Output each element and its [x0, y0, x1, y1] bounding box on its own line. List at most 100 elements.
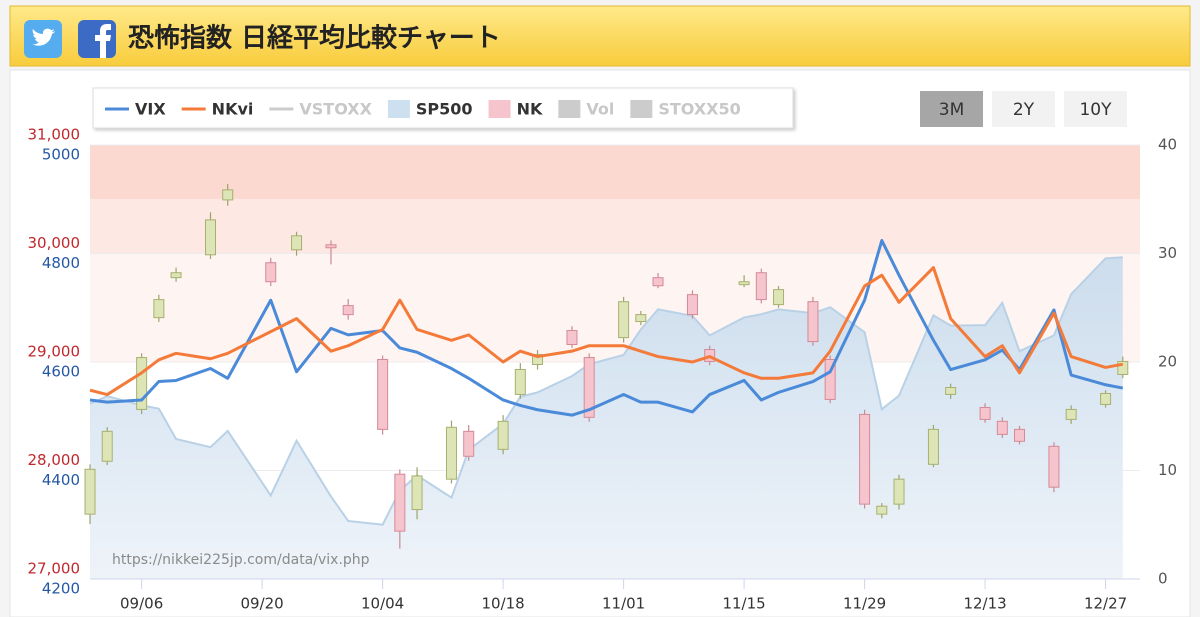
candle-body: [497, 420, 509, 450]
legend-item[interactable]: SP500: [387, 100, 473, 119]
x-tick-label: 10/18: [481, 595, 524, 613]
x-tick-label: 12/27: [1084, 595, 1127, 613]
candle-body: [979, 406, 991, 420]
candle: [859, 409, 871, 509]
candle: [445, 420, 457, 484]
legend-item[interactable]: VSTOXX: [269, 100, 373, 119]
candle-body: [824, 359, 836, 400]
plot-area: 0 10 20 30 40 27,000 28,000 29,000 30,000 31,000 4…: [28, 126, 1178, 613]
candle: [652, 273, 664, 289]
candle: [566, 326, 578, 348]
candle: [136, 353, 148, 415]
legend: VIX NKvi VSTOXX SP500 NK Vol STOXX50: [105, 100, 741, 119]
twitter-icon[interactable]: [24, 20, 62, 58]
candle-body: [291, 235, 303, 251]
plot-band: [90, 145, 1140, 200]
page-title: 恐怖指数 日経平均比較チャート: [128, 23, 501, 54]
candle-body: [1048, 445, 1060, 488]
candle: [463, 424, 475, 461]
candle: [1117, 356, 1129, 379]
candle: [497, 415, 509, 455]
y3-tick-label: 4600: [42, 363, 80, 381]
candle: [170, 267, 182, 282]
range-button-bg: [920, 91, 983, 127]
candle: [291, 231, 303, 256]
legend-symbol: [387, 100, 410, 118]
candle: [1100, 390, 1112, 408]
y-tick-label: 30,000: [28, 234, 81, 252]
x-tick-label: 09/20: [241, 595, 284, 613]
candle-body: [583, 357, 595, 418]
plot-band: [90, 199, 1140, 254]
candle: [394, 469, 406, 549]
candle-body: [738, 281, 750, 286]
y3-tick-label: 4200: [42, 580, 80, 598]
candle-body: [532, 354, 544, 365]
candle: [532, 350, 544, 370]
legend-item[interactable]: VIX: [105, 100, 166, 119]
candle-body: [618, 301, 630, 339]
legend-label: SP500: [416, 100, 473, 119]
candle-body: [377, 359, 389, 430]
candle: [738, 275, 750, 288]
candle-body: [514, 368, 526, 395]
candle: [1048, 442, 1060, 493]
candle-body: [445, 426, 457, 480]
legend-symbol: [630, 100, 653, 118]
y-tick-label: 27,000: [28, 560, 81, 578]
legend-box: [92, 87, 794, 129]
x-tick-label: 12/13: [963, 595, 1006, 613]
candle-body: [635, 314, 647, 323]
legend-label: NK: [517, 100, 543, 119]
candle: [876, 503, 888, 519]
candle-body: [222, 189, 234, 201]
range-button-label: 10Y: [1079, 100, 1112, 120]
range-button-label: 3M: [939, 100, 964, 120]
x-tick-label: 11/29: [843, 595, 886, 613]
candle: [222, 184, 234, 206]
y2-tick-label: 20: [1158, 353, 1177, 371]
candle-body: [1100, 392, 1112, 405]
y-tick-label: 28,000: [28, 451, 81, 469]
range-button-label: 2Y: [1013, 100, 1035, 120]
candle-body: [927, 428, 939, 465]
candle-body: [1014, 428, 1026, 442]
legend-item[interactable]: Vol: [558, 100, 614, 119]
candle-body: [204, 219, 216, 256]
range-button-bg: [992, 91, 1055, 127]
candle-body: [394, 473, 406, 532]
legend-item[interactable]: NKvi: [181, 100, 254, 119]
candle: [153, 294, 165, 322]
candle-body: [265, 262, 277, 283]
candle-body: [463, 430, 475, 457]
legend-symbol: [488, 100, 511, 118]
candle: [265, 257, 277, 287]
candle-body: [342, 305, 354, 316]
facebook-icon[interactable]: [78, 20, 116, 58]
x-tick-label: 09/06: [120, 595, 163, 613]
candle: [377, 355, 389, 435]
candle: [101, 427, 113, 466]
candle: [893, 474, 905, 510]
candle-body: [411, 475, 423, 511]
range-button[interactable]: 10Y: [1064, 91, 1127, 127]
candle-body: [755, 272, 767, 301]
candle-body: [101, 430, 113, 462]
candle-body: [876, 505, 888, 515]
legend-label: STOXX50: [658, 100, 740, 119]
range-button[interactable]: 2Y: [992, 91, 1055, 127]
candle: [979, 403, 991, 423]
candle: [618, 296, 630, 343]
candle-body: [652, 277, 664, 287]
candle-body: [136, 357, 148, 410]
candle-body: [84, 468, 96, 515]
y-tick-label: 31,000: [28, 126, 81, 144]
candle-body: [170, 272, 182, 279]
candle: [773, 286, 785, 308]
area-line: [89, 256, 1123, 526]
legend-item[interactable]: NK: [488, 100, 543, 119]
range-button[interactable]: 3M: [920, 91, 983, 127]
legend-item[interactable]: STOXX50: [630, 100, 741, 119]
